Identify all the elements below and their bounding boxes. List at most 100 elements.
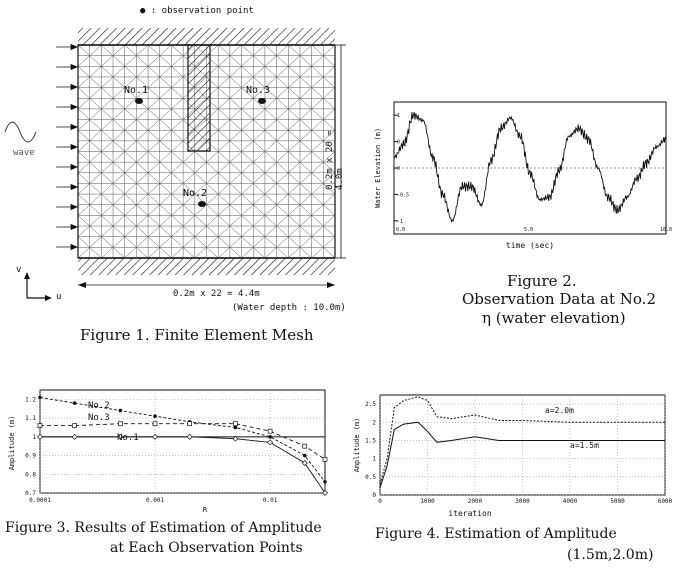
mesh-line xyxy=(77,130,102,152)
mesh-line xyxy=(241,151,266,173)
mesh-line xyxy=(288,108,312,131)
x-axis-label: R xyxy=(203,506,208,514)
marker xyxy=(152,433,159,440)
figure-3-caption-line2: at Each Observation Points xyxy=(110,540,303,556)
marker xyxy=(323,479,327,484)
x-tick-label: 5000 xyxy=(610,498,625,505)
incident-arrow-head xyxy=(70,243,79,251)
series-label-a15: a=1.5m xyxy=(570,441,599,450)
marker xyxy=(267,428,273,434)
mesh-line xyxy=(194,215,219,237)
mesh-line xyxy=(101,151,125,173)
mesh-line xyxy=(194,193,219,216)
mesh-line xyxy=(124,66,149,88)
observation-point-1 xyxy=(135,98,143,104)
x-axis-label: iteration xyxy=(448,509,492,518)
marker xyxy=(186,433,193,440)
mesh-line xyxy=(288,130,312,152)
x-tick-label: 3000 xyxy=(515,498,530,505)
mesh-line xyxy=(264,66,289,88)
point-label-2: No.2 xyxy=(183,188,208,199)
amplitude-r-chart: 1.2 1.1 1 0.9 0.8 0.70.0001 0.001 0.01 No.2 No.3 N… xyxy=(8,389,328,514)
mesh-line xyxy=(171,236,195,259)
mesh-line xyxy=(194,236,219,259)
mesh-line xyxy=(241,193,266,216)
series-line-no3 xyxy=(40,423,326,460)
mesh-line xyxy=(218,172,242,195)
figure-2: 1 0.5 0 -0.5 -1 0.0 5.0 10.0 Water Elevation (m)… xyxy=(370,90,686,340)
marker xyxy=(118,408,123,413)
x-tick-label: 0.01 xyxy=(263,497,278,504)
mesh-line xyxy=(288,151,312,173)
observation-point-2 xyxy=(198,201,206,207)
incident-arrow-head xyxy=(70,43,79,51)
y-tick-label: 1 xyxy=(372,456,376,463)
mesh-line xyxy=(288,87,312,110)
mesh-line xyxy=(147,44,172,67)
y-axis-label: Water Elevation (m) xyxy=(374,128,382,208)
mesh-line xyxy=(77,87,102,110)
elevation-chart: 1 0.5 0 -0.5 -1 0.0 5.0 10.0 Water Elevation (m)… xyxy=(374,101,672,250)
point-label-3: No.3 xyxy=(246,85,271,96)
mesh-line xyxy=(171,215,195,237)
marker xyxy=(233,421,238,427)
dim-horizontal: 0.2m x 22 = 4.4m xyxy=(173,289,260,299)
mesh-line xyxy=(311,236,336,259)
y-tick-label: 0.5 xyxy=(397,140,406,146)
mesh-line xyxy=(77,108,102,131)
incident-arrow-head xyxy=(70,183,79,191)
mesh-line xyxy=(288,44,312,67)
mesh-line xyxy=(77,44,102,67)
series-label-no2: No.2 xyxy=(88,401,110,411)
mesh-line xyxy=(171,172,195,195)
plot-frame xyxy=(39,389,326,494)
axis-v-label: v xyxy=(16,265,22,275)
figure-1: ● : observation point wave No.1 No.2 No.… xyxy=(0,0,370,350)
marker xyxy=(37,433,43,440)
incident-arrow-head xyxy=(70,103,79,111)
mesh-line xyxy=(264,172,289,195)
y-tick-label: 0.9 xyxy=(25,453,36,460)
mesh-line xyxy=(101,236,125,259)
incident-arrow-head xyxy=(70,83,79,91)
breakwater xyxy=(187,44,211,152)
incident-arrow-head xyxy=(70,223,79,231)
mesh-line xyxy=(288,193,312,216)
figure-2-caption-line2: Observation Data at No.2 xyxy=(462,290,656,308)
mesh-line xyxy=(218,66,242,88)
wave-label: wave xyxy=(13,148,35,158)
mesh-line xyxy=(124,193,149,216)
mesh-line xyxy=(288,66,312,88)
mesh-line xyxy=(218,130,242,152)
mesh-line xyxy=(101,87,125,110)
depth-note: (Water depth : 10.0m) xyxy=(232,303,346,313)
figure-4: 2.5 2 1.5 1 0.5 0 0 1000 2000 3000 4000 5000 6000 a=2… xyxy=(345,390,686,582)
axis-u-label: u xyxy=(56,292,62,302)
y-tick-label: 0.5 xyxy=(365,474,376,481)
mesh-line xyxy=(101,44,125,67)
mesh-line xyxy=(147,87,172,110)
mesh-line xyxy=(147,172,172,195)
y-axis-label: Amplitude (m) xyxy=(353,418,361,473)
mesh-line xyxy=(124,87,149,110)
mesh-line xyxy=(124,44,149,67)
mesh-line xyxy=(218,193,242,216)
amplitude-r-plot: 1.2 1.1 1 0.9 0.8 0.70.0001 0.001 0.01 No.2 No.3 N… xyxy=(8,389,328,514)
legend-observation: ● : observation point xyxy=(140,6,254,16)
marker xyxy=(187,421,193,427)
y-tick-label: -1 xyxy=(397,219,403,225)
marker xyxy=(301,460,308,467)
marker xyxy=(153,414,157,419)
mesh-line xyxy=(147,66,172,88)
marker xyxy=(117,433,124,440)
mesh-line xyxy=(218,236,242,259)
incident-arrow-head xyxy=(70,123,79,131)
mesh-line xyxy=(241,44,266,67)
mesh-line xyxy=(264,151,289,173)
y-axis-label: Amplitude (m) xyxy=(8,416,16,471)
mesh-line xyxy=(194,151,219,173)
mesh-line xyxy=(264,215,289,237)
marker xyxy=(72,401,77,405)
mesh-line xyxy=(77,215,102,237)
mesh-line xyxy=(288,215,312,237)
